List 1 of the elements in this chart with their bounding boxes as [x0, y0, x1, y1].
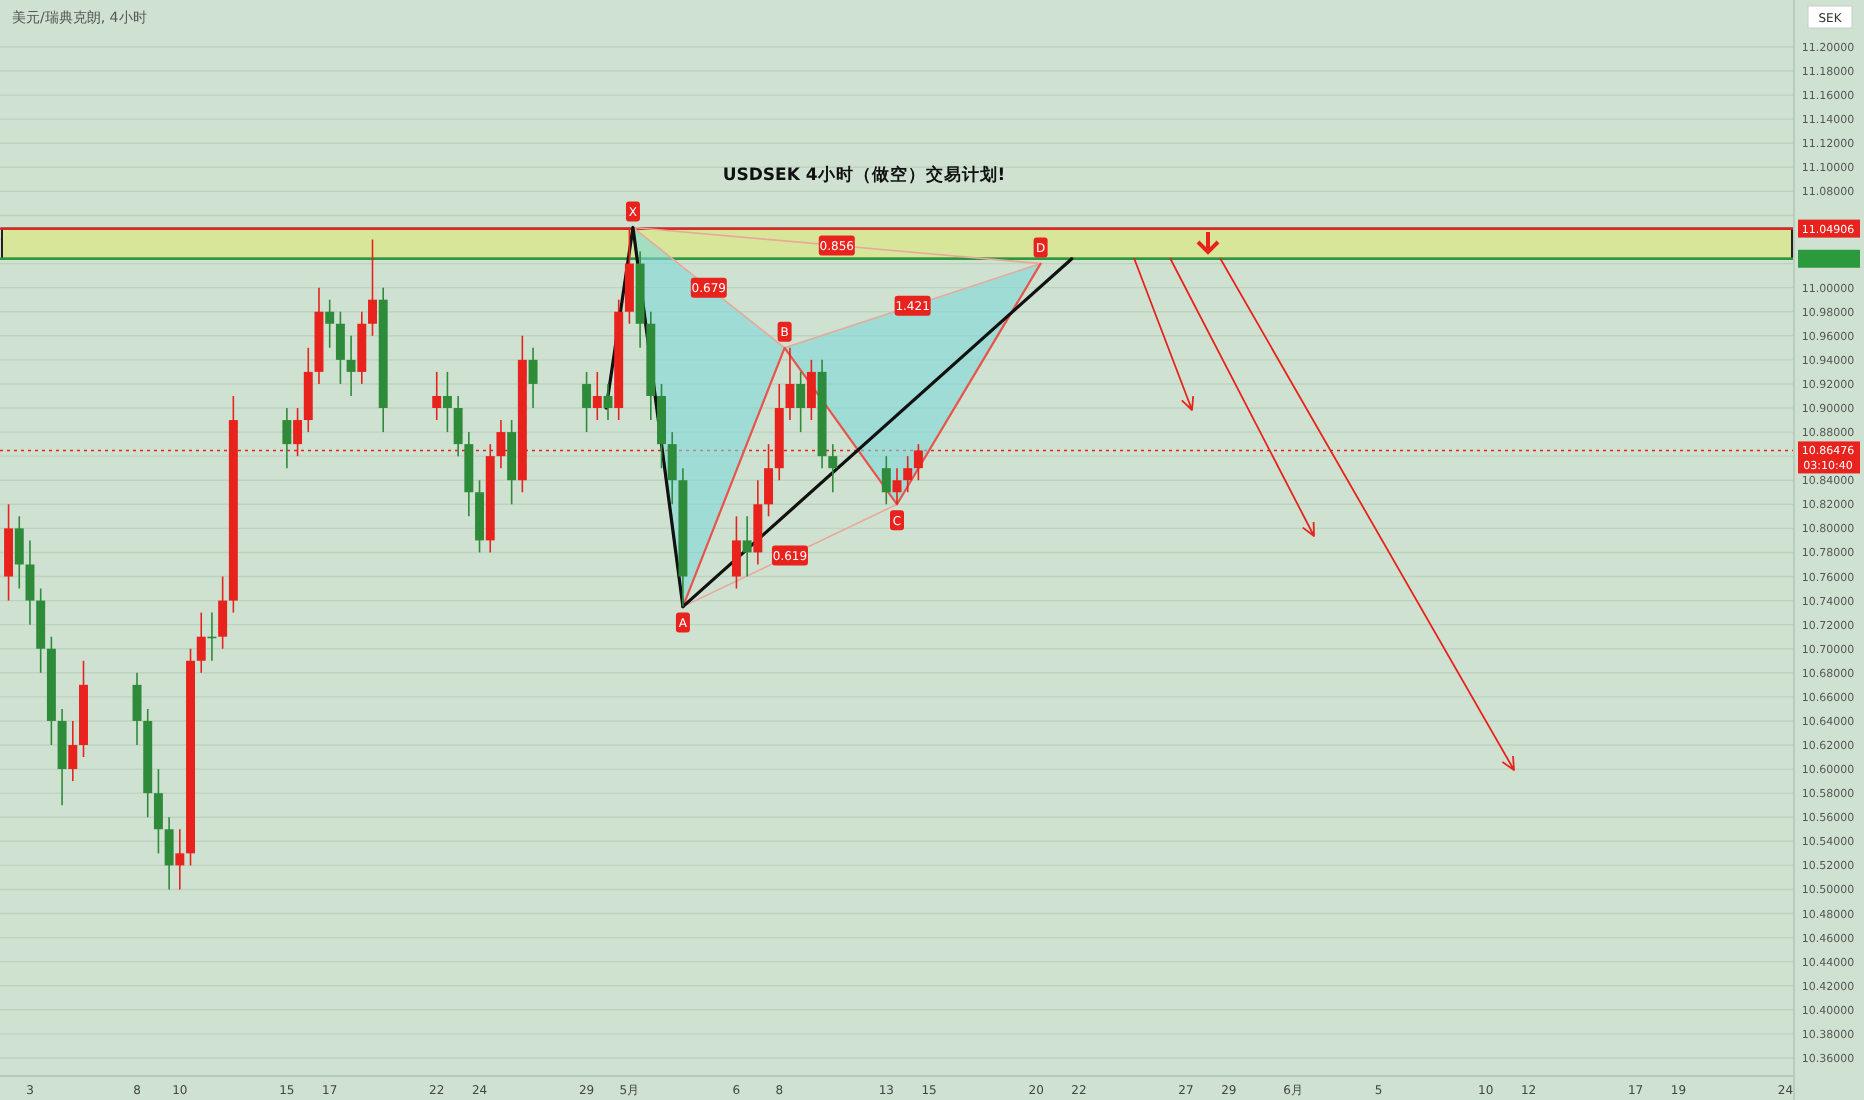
text: USDSEK 4小时（做空）交易计划! — [722, 164, 1006, 186]
